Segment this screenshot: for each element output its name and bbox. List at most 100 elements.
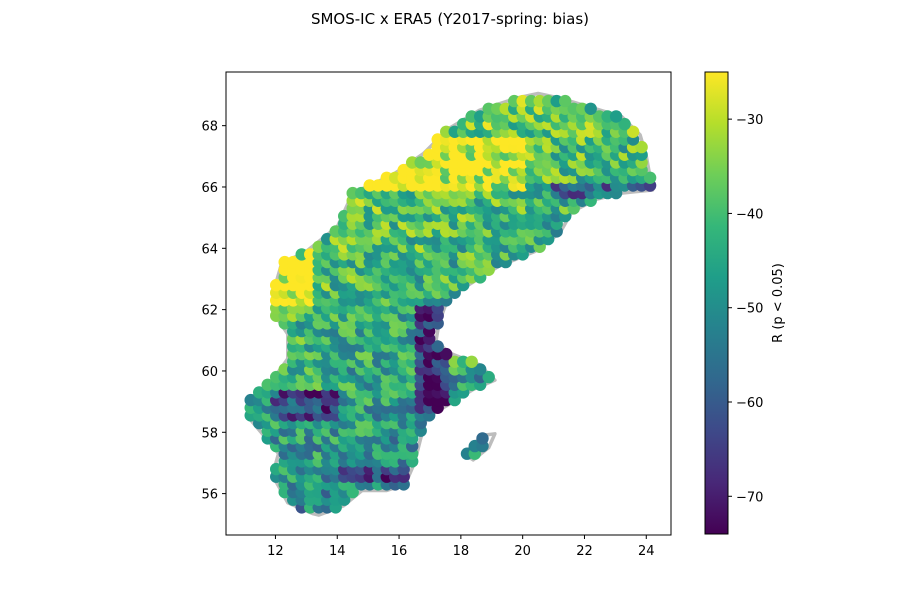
y-tick: 66	[201, 181, 226, 196]
bias-point	[380, 171, 393, 184]
x-axis: 12 14 16 18 20 22 24	[267, 535, 655, 559]
map-plot-area	[244, 91, 657, 517]
x-tick-label: 20	[514, 544, 531, 559]
bias-point	[304, 248, 317, 261]
bias-point	[508, 94, 521, 108]
bias-point	[270, 462, 283, 476]
x-tick-label: 18	[453, 544, 470, 559]
bias-point	[584, 102, 597, 116]
x-tick-label: 16	[391, 544, 408, 559]
bias-point	[431, 133, 444, 146]
colorbar: −30 −40 −50 −60 −70 R (p < 0.05)	[704, 71, 786, 535]
bias-point	[516, 94, 529, 108]
x-tick-label: 22	[576, 544, 593, 559]
bias-point	[431, 340, 444, 353]
colorbar-label: R (p < 0.05)	[771, 263, 786, 343]
bias-point	[346, 186, 359, 200]
colorbar-tick: −50	[728, 302, 763, 317]
y-axis: 56 58 60 62 64 66 68	[201, 120, 226, 503]
bias-point	[474, 110, 487, 123]
bias-point	[278, 363, 291, 376]
bias-point	[533, 94, 546, 108]
colorbar-tick: −40	[728, 207, 763, 222]
bias-point	[576, 102, 589, 116]
bias-point	[287, 255, 300, 269]
bias-point	[372, 179, 385, 192]
bias-point	[448, 355, 461, 368]
bias-point	[321, 232, 334, 246]
bias-point	[448, 125, 461, 138]
bias-point	[440, 125, 453, 138]
colorbar-tick: −60	[728, 396, 763, 411]
bias-point	[465, 110, 478, 123]
x-tick-label: 12	[267, 544, 284, 559]
bias-point	[476, 432, 489, 445]
bias-point	[457, 117, 470, 131]
colorbar-frame	[704, 71, 729, 535]
bias-markers	[244, 94, 657, 514]
x-tick: 16	[391, 535, 408, 559]
colorbar-gradient	[705, 72, 728, 534]
bias-point	[491, 102, 504, 116]
bias-point	[626, 125, 640, 138]
colorbar-tick-label: −50	[736, 302, 763, 317]
colorbar-tick-label: −30	[736, 113, 763, 128]
y-tick: 60	[201, 365, 226, 380]
bias-point	[329, 225, 342, 238]
y-tick-label: 64	[201, 242, 218, 257]
bias-point	[261, 378, 274, 391]
x-tick: 18	[453, 535, 470, 559]
bias-point	[440, 347, 453, 361]
bias-point	[457, 355, 470, 368]
bias-point	[355, 186, 368, 200]
x-tick: 12	[267, 535, 284, 559]
bias-point	[270, 370, 283, 384]
bias-point	[550, 94, 563, 108]
colorbar-tick: −70	[728, 490, 763, 505]
bias-point	[618, 117, 631, 131]
y-tick: 64	[201, 242, 226, 257]
bias-point	[465, 355, 478, 368]
y-tick-label: 60	[201, 365, 218, 380]
map-frame	[225, 71, 672, 536]
colorbar-tick: −30	[728, 113, 763, 128]
bias-point	[363, 179, 376, 192]
x-tick: 24	[638, 535, 655, 559]
x-tick: 20	[514, 535, 531, 559]
bias-point	[312, 240, 325, 253]
bias-point	[482, 370, 495, 384]
bias-point	[270, 278, 283, 292]
bias-point	[278, 255, 291, 269]
bias-point	[635, 140, 648, 154]
bias-point	[406, 156, 419, 169]
bias-point	[609, 110, 623, 123]
colorbar-tick-label: −70	[736, 490, 763, 505]
y-tick: 68	[201, 120, 226, 135]
colorbar-tick-label: −40	[736, 207, 763, 222]
bias-point	[397, 163, 410, 177]
y-tick-label: 66	[201, 181, 218, 196]
figure-title: SMOS-IC x ERA5 (Y2017-spring: bias)	[311, 10, 589, 28]
bias-point	[542, 94, 555, 108]
map-axes: 12 14 16 18 20 22 24 56 58 60 62 64 66 6…	[201, 71, 672, 559]
bias-point	[525, 94, 538, 108]
bias-point	[567, 102, 580, 116]
bias-point	[474, 363, 487, 376]
x-tick-label: 14	[329, 544, 346, 559]
colorbar-tick-label: −60	[736, 396, 763, 411]
bias-point	[338, 209, 351, 223]
y-tick-label: 58	[201, 426, 218, 441]
y-tick-label: 56	[201, 488, 218, 503]
x-tick: 14	[329, 535, 346, 559]
bias-point	[559, 94, 572, 108]
bias-point	[423, 148, 436, 161]
x-tick-label: 24	[638, 544, 655, 559]
bias-point	[253, 386, 266, 399]
y-tick: 62	[201, 304, 226, 319]
colorbar-ticks: −30 −40 −50 −60 −70	[728, 113, 763, 505]
bias-point	[499, 102, 512, 116]
bias-point	[643, 171, 657, 184]
bias-point	[295, 248, 308, 261]
x-tick: 22	[576, 535, 593, 559]
